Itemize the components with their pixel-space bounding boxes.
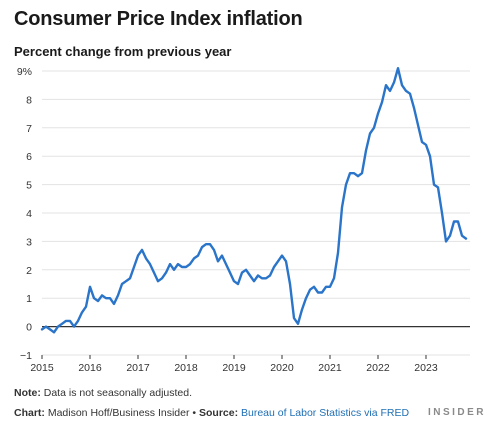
y-tick-label: 9%	[17, 66, 32, 78]
insider-logo: INSIDER	[427, 407, 486, 418]
x-tick-label: 2018	[174, 362, 198, 374]
x-tick-label: 2020	[270, 362, 294, 374]
chart-label: Chart:	[14, 407, 45, 419]
cpi-line-chart: −1 0 1 2 3 4 5 6 7 8 9% 2015 2016 2017 2018 2019 2020 202…	[17, 66, 470, 374]
cpi-series-line	[40, 66, 468, 334]
x-tick-label: 2021	[318, 362, 342, 374]
y-tick-label: 2	[26, 265, 32, 277]
y-tick-label: 7	[26, 123, 32, 135]
x-tick-label: 2017	[126, 362, 150, 374]
y-tick-label: 1	[26, 293, 32, 305]
x-tick-label: 2016	[78, 362, 102, 374]
chart-title: Consumer Price Index inflation	[14, 8, 303, 30]
y-tick-label: 0	[26, 322, 32, 334]
chart-credit: Chart: Madison Hoff/Business Insider • S…	[14, 407, 409, 419]
y-tick-label: 3	[26, 236, 32, 248]
y-tick-label: −1	[20, 350, 32, 362]
source-link[interactable]: Bureau of Labor Statistics via FRED	[241, 407, 410, 419]
x-tick-label: 2023	[414, 362, 438, 374]
chart-note: Note: Data is not seasonally adjusted.	[14, 387, 192, 399]
x-tick-label: 2015	[30, 362, 54, 374]
chart-credit-text: Madison Hoff/Business Insider •	[44, 407, 199, 419]
x-tick-label: 2022	[366, 362, 390, 374]
x-tick-label: 2019	[222, 362, 246, 374]
note-text: Data is not seasonally adjusted.	[40, 387, 193, 399]
note-label: Note:	[14, 387, 41, 399]
chart-subtitle: Percent change from previous year	[14, 44, 232, 59]
source-label: Source:	[198, 407, 239, 419]
y-tick-label: 4	[26, 208, 32, 220]
y-tick-label: 6	[26, 151, 32, 163]
y-tick-label: 8	[26, 94, 32, 106]
y-tick-label: 5	[26, 180, 32, 192]
